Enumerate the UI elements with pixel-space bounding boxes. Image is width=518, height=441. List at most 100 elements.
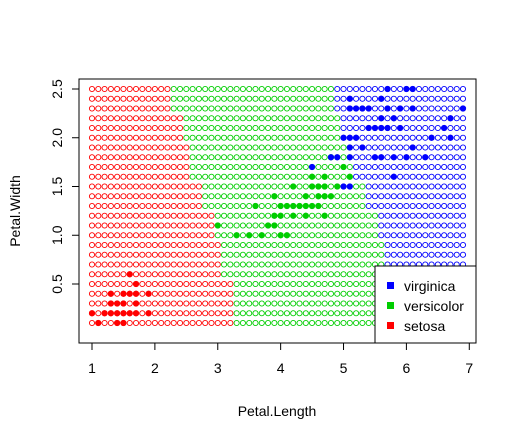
- region-circle-setosa: [189, 193, 196, 200]
- data-point-setosa: [132, 280, 140, 288]
- region-circle-versicolor: [176, 95, 184, 102]
- region-circle-versicolor: [239, 173, 246, 180]
- region-circle-setosa: [170, 173, 177, 180]
- region-circle-setosa: [214, 251, 221, 258]
- region-circle-virginica: [459, 163, 467, 171]
- region-circle-setosa: [189, 271, 196, 278]
- region-circle-virginica: [428, 241, 435, 249]
- region-circle-versicolor: [353, 290, 360, 297]
- region-circle-setosa: [88, 261, 96, 268]
- region-circle-virginica: [409, 115, 416, 122]
- region-circle-setosa: [95, 232, 102, 239]
- region-circle-versicolor: [220, 163, 228, 171]
- region-circle-setosa: [101, 134, 108, 141]
- data-point-setosa: [132, 290, 140, 297]
- region-circle-versicolor: [246, 300, 253, 307]
- region-circle-versicolor: [176, 105, 184, 112]
- region-circle-setosa: [214, 271, 221, 278]
- region-circle-versicolor: [233, 163, 240, 171]
- region-circle-versicolor: [170, 85, 177, 93]
- region-circle-setosa: [151, 300, 158, 307]
- region-circle-setosa: [120, 193, 127, 200]
- region-circle-setosa: [158, 115, 165, 122]
- region-circle-setosa: [151, 154, 158, 161]
- region-circle-versicolor: [302, 134, 309, 141]
- region-circle-versicolor: [283, 85, 290, 93]
- region-circle-setosa: [208, 232, 215, 239]
- region-circle-virginica: [403, 95, 410, 102]
- region-circle-virginica: [359, 163, 366, 171]
- region-circle-versicolor: [365, 261, 372, 268]
- region-circle-setosa: [214, 261, 221, 268]
- region-circle-virginica: [346, 85, 353, 93]
- region-circle-setosa: [101, 85, 108, 93]
- region-circle-versicolor: [258, 183, 265, 190]
- data-point-virginica: [390, 115, 397, 122]
- region-circle-virginica: [447, 232, 454, 239]
- region-circle-virginica: [422, 124, 429, 132]
- region-circle-setosa: [132, 173, 140, 180]
- region-circle-setosa: [101, 124, 108, 132]
- region-circle-versicolor: [346, 251, 353, 258]
- region-circle-virginica: [346, 124, 353, 132]
- region-circle-versicolor: [277, 290, 284, 297]
- region-circle-versicolor: [290, 115, 297, 122]
- region-circle-setosa: [114, 280, 121, 288]
- region-circle-virginica: [409, 183, 416, 190]
- region-circle-setosa: [151, 173, 158, 180]
- region-circle-setosa: [189, 290, 196, 297]
- region-circle-setosa: [214, 241, 221, 249]
- region-circle-virginica: [334, 85, 341, 93]
- region-circle-setosa: [170, 202, 177, 210]
- region-circle-virginica: [428, 173, 435, 180]
- region-circle-setosa: [195, 193, 202, 200]
- region-circle-versicolor: [227, 163, 234, 171]
- region-circle-virginica: [365, 163, 372, 171]
- region-circle-versicolor: [296, 95, 303, 102]
- region-circle-versicolor: [340, 310, 347, 317]
- region-circle-setosa: [158, 95, 165, 102]
- region-circle-setosa: [114, 261, 121, 268]
- region-circle-setosa: [176, 154, 184, 161]
- region-circle-virginica: [409, 134, 416, 141]
- region-circle-setosa: [126, 105, 133, 112]
- region-circle-versicolor: [321, 163, 328, 171]
- region-circle-versicolor: [365, 310, 372, 317]
- region-circle-virginica: [397, 173, 404, 180]
- region-circle-setosa: [120, 202, 127, 210]
- region-circle-versicolor: [277, 124, 284, 132]
- region-circle-versicolor: [233, 154, 240, 161]
- region-circle-versicolor: [309, 271, 316, 278]
- data-point-versicolor: [246, 232, 253, 239]
- region-circle-virginica: [365, 144, 372, 151]
- region-circle-setosa: [151, 115, 158, 122]
- region-circle-versicolor: [296, 115, 303, 122]
- region-circle-versicolor: [265, 105, 272, 112]
- region-circle-virginica: [415, 202, 423, 210]
- region-circle-virginica: [371, 163, 379, 171]
- data-point-setosa: [120, 290, 127, 297]
- region-circle-virginica: [459, 95, 467, 102]
- region-circle-virginica: [384, 241, 391, 249]
- region-circle-versicolor: [296, 271, 303, 278]
- region-circle-setosa: [183, 241, 190, 249]
- region-circle-versicolor: [271, 280, 278, 288]
- region-circle-setosa: [88, 290, 96, 297]
- region-circle-versicolor: [334, 241, 341, 249]
- region-circle-versicolor: [183, 105, 190, 112]
- region-circle-versicolor: [214, 115, 221, 122]
- region-circle-versicolor: [265, 115, 272, 122]
- region-circle-virginica: [428, 251, 435, 258]
- region-circle-setosa: [176, 310, 184, 317]
- region-circle-setosa: [95, 85, 102, 93]
- region-circle-setosa: [176, 134, 184, 141]
- region-circle-versicolor: [246, 310, 253, 317]
- data-point-setosa: [114, 319, 121, 327]
- region-circle-virginica: [428, 144, 435, 151]
- region-circle-setosa: [164, 222, 171, 229]
- region-circle-versicolor: [283, 319, 290, 327]
- region-circle-setosa: [227, 310, 234, 317]
- region-circle-versicolor: [290, 154, 297, 161]
- region-circle-setosa: [107, 232, 114, 239]
- region-circle-virginica: [403, 193, 410, 200]
